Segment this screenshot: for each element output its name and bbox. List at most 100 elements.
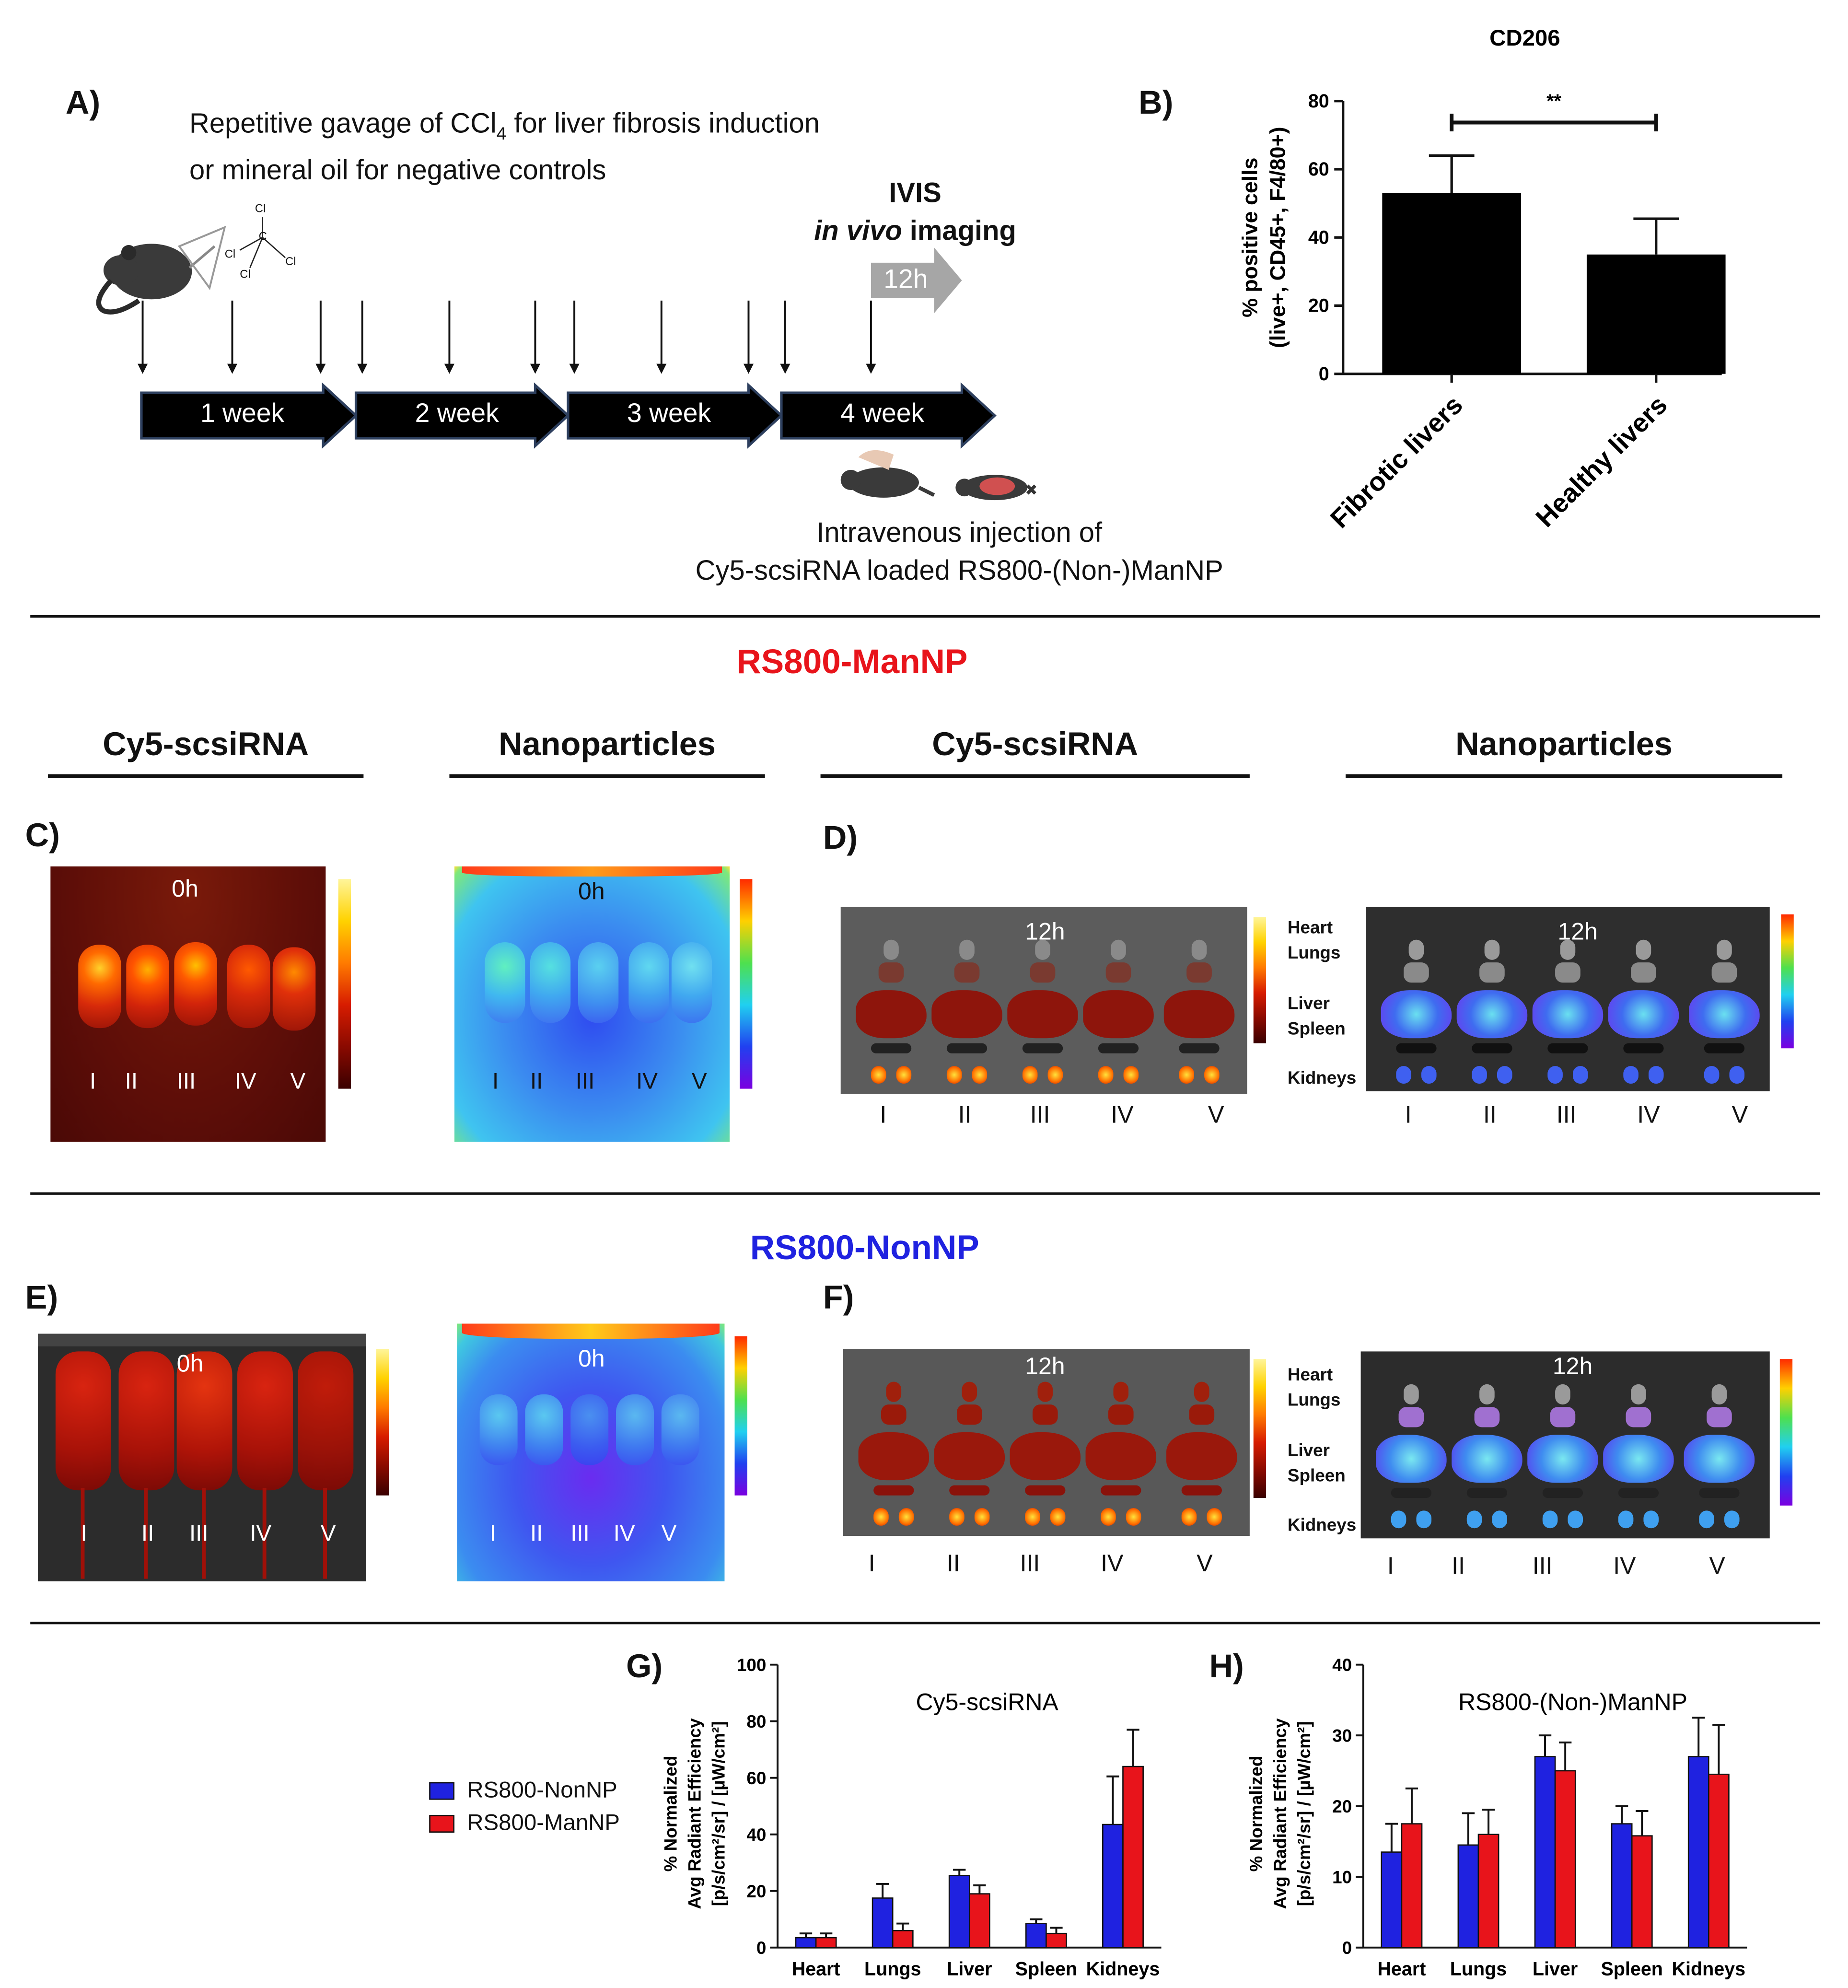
mouse-label-v-np: V [691, 1068, 707, 1094]
heart-tissue [1631, 1384, 1646, 1405]
bar-spleen-nonnp [1025, 1923, 1047, 1949]
heart-tissue [962, 1381, 977, 1402]
bar-liver-nonnp [948, 1874, 970, 1949]
kidney-tissue [896, 1066, 912, 1084]
chart-title: Cy5-scsiRNA [916, 1689, 1059, 1716]
liver-tissue [1083, 990, 1154, 1039]
molecule-label-c: C [258, 230, 267, 243]
y-tick-label: 20 [1332, 1797, 1352, 1816]
kidney-tissue [1416, 1510, 1432, 1529]
panel-label-a: A) [65, 83, 101, 121]
column-underline-4 [1345, 774, 1783, 778]
mouse-label-iii-e2: III [570, 1520, 590, 1546]
lung-tissue [1105, 962, 1131, 983]
color-scale-e1 [376, 1349, 389, 1496]
organ-label-kidneys-d: Kidneys [1287, 1067, 1357, 1088]
lung-tissue [956, 1404, 982, 1425]
bar-fibrotic-livers [1382, 193, 1522, 374]
y-tick-label: 80 [1308, 91, 1329, 112]
panel-d-np-image: 12h [1366, 907, 1770, 1091]
x-tick-label: Lungs [864, 1959, 921, 1980]
y-axis-label: % positive cells (live+, CD45+, F4/80+) [1238, 127, 1290, 348]
organ-label-spleen-f: Spleen [1287, 1465, 1346, 1485]
liver-tissue [1085, 1432, 1157, 1481]
kidney-tissue [1572, 1066, 1588, 1084]
kidney-tissue [1466, 1510, 1482, 1529]
spleen-tissue [1098, 1043, 1139, 1053]
kidney-tissue [1126, 1508, 1141, 1526]
x-tick-label: Kidneys [1086, 1959, 1160, 1980]
injection-mouse-icon [840, 450, 935, 498]
y-tick-label: 40 [1332, 1655, 1352, 1675]
y-tick-label: 20 [746, 1882, 766, 1901]
heart-tissue [1035, 939, 1050, 960]
bar-spleen-mannp [1046, 1932, 1067, 1949]
spleen-tissue [1179, 1043, 1220, 1053]
heart-tissue [1404, 1384, 1419, 1405]
x-tick-label: Heart [1377, 1959, 1426, 1980]
organ-label-heart-d: Heart [1287, 917, 1333, 937]
heart-tissue [1555, 1384, 1570, 1405]
panel-f-np-image: 12h [1360, 1351, 1770, 1539]
bar-kidneys-nonnp [1102, 1824, 1124, 1949]
roman-row-f1-v: V [1197, 1551, 1213, 1578]
liver-tissue [934, 1432, 1005, 1481]
liver-tissue [858, 1432, 930, 1481]
separator-top [30, 615, 1821, 618]
roman-row-d2-iii: III [1556, 1102, 1577, 1129]
lung-tissue [1555, 962, 1581, 983]
panel-label-e: E) [25, 1278, 58, 1316]
y-axis-label-line1: % Normalized [661, 1756, 680, 1872]
mouse-label-iv-e1: IV [250, 1520, 272, 1546]
legend: RS800-NonNP RS800-ManNP [429, 1773, 620, 1839]
time-label-0h-np: 0h [578, 879, 605, 906]
kidney-tissue [972, 1066, 988, 1084]
kidney-tissue [1492, 1510, 1508, 1529]
color-scale-d2 [1781, 914, 1794, 1049]
x-tick-label: Liver [947, 1959, 992, 1980]
bar-heart-nonnp [1381, 1851, 1403, 1949]
x-tick-label: Healthy livers [1530, 390, 1673, 533]
panel-a-description: Repetitive gavage of CCl4 for liver fibr… [189, 105, 820, 190]
y-axis-label-line1: % Normalized [1246, 1756, 1266, 1872]
kidney-tissue [1699, 1510, 1714, 1529]
roman-row-d1-v: V [1208, 1102, 1224, 1129]
section-title-nonnp: RS800-NonNP [750, 1228, 979, 1267]
kidney-tissue [1472, 1066, 1487, 1084]
roman-row-f2-v: V [1709, 1553, 1725, 1580]
organ-label-lungs-f: Lungs [1287, 1389, 1341, 1410]
y-axis-label-line3: [p/s/cm²/sr] / [µW/cm²] [1294, 1721, 1314, 1906]
gavage-mouse-icon [96, 225, 226, 315]
kidney-tissue [1123, 1066, 1139, 1084]
kidney-tissue [898, 1508, 914, 1526]
y-tick-label: 30 [1332, 1726, 1352, 1745]
spleen-tissue [949, 1485, 990, 1496]
y-axis-label: % Normalized Avg Radiant Efficiency [p/s/c… [1246, 1718, 1314, 1909]
y-axis-label-line2: Avg Radiant Efficiency [685, 1718, 704, 1909]
mouse-label-v: V [290, 1068, 306, 1094]
spleen-tissue [1472, 1043, 1512, 1053]
timeline-week-3: 3 week [627, 399, 711, 428]
spleen-tissue [1466, 1487, 1508, 1498]
time-label-12h-f1: 12h [1025, 1354, 1065, 1381]
description-line1-pre: Repetitive gavage of CCl [189, 107, 497, 139]
ivis-line2-rest: imaging [902, 214, 1016, 246]
lung-tissue [1186, 962, 1212, 983]
description-line1-sub: 4 [496, 123, 507, 143]
spleen-tissue [873, 1485, 914, 1496]
spleen-tissue [1181, 1485, 1222, 1496]
y-tick-label: 80 [746, 1712, 766, 1731]
lung-tissue [1711, 962, 1737, 983]
spleen-tissue [871, 1043, 912, 1053]
bar-spleen-nonnp [1611, 1823, 1633, 1949]
roman-row-d2-i: I [1405, 1102, 1412, 1129]
timeline-arrows [140, 382, 997, 449]
heart-tissue [1479, 1384, 1495, 1405]
heart-tissue [1560, 939, 1576, 960]
bar-kidneys-mannp [1122, 1766, 1144, 1949]
x-tick-label: Spleen [1015, 1959, 1077, 1980]
roman-row-f2-iii: III [1532, 1553, 1553, 1580]
time-label-0h-e1: 0h [176, 1351, 204, 1378]
heart-tissue [1194, 1381, 1209, 1402]
svg-text:✖: ✖ [1025, 481, 1037, 499]
